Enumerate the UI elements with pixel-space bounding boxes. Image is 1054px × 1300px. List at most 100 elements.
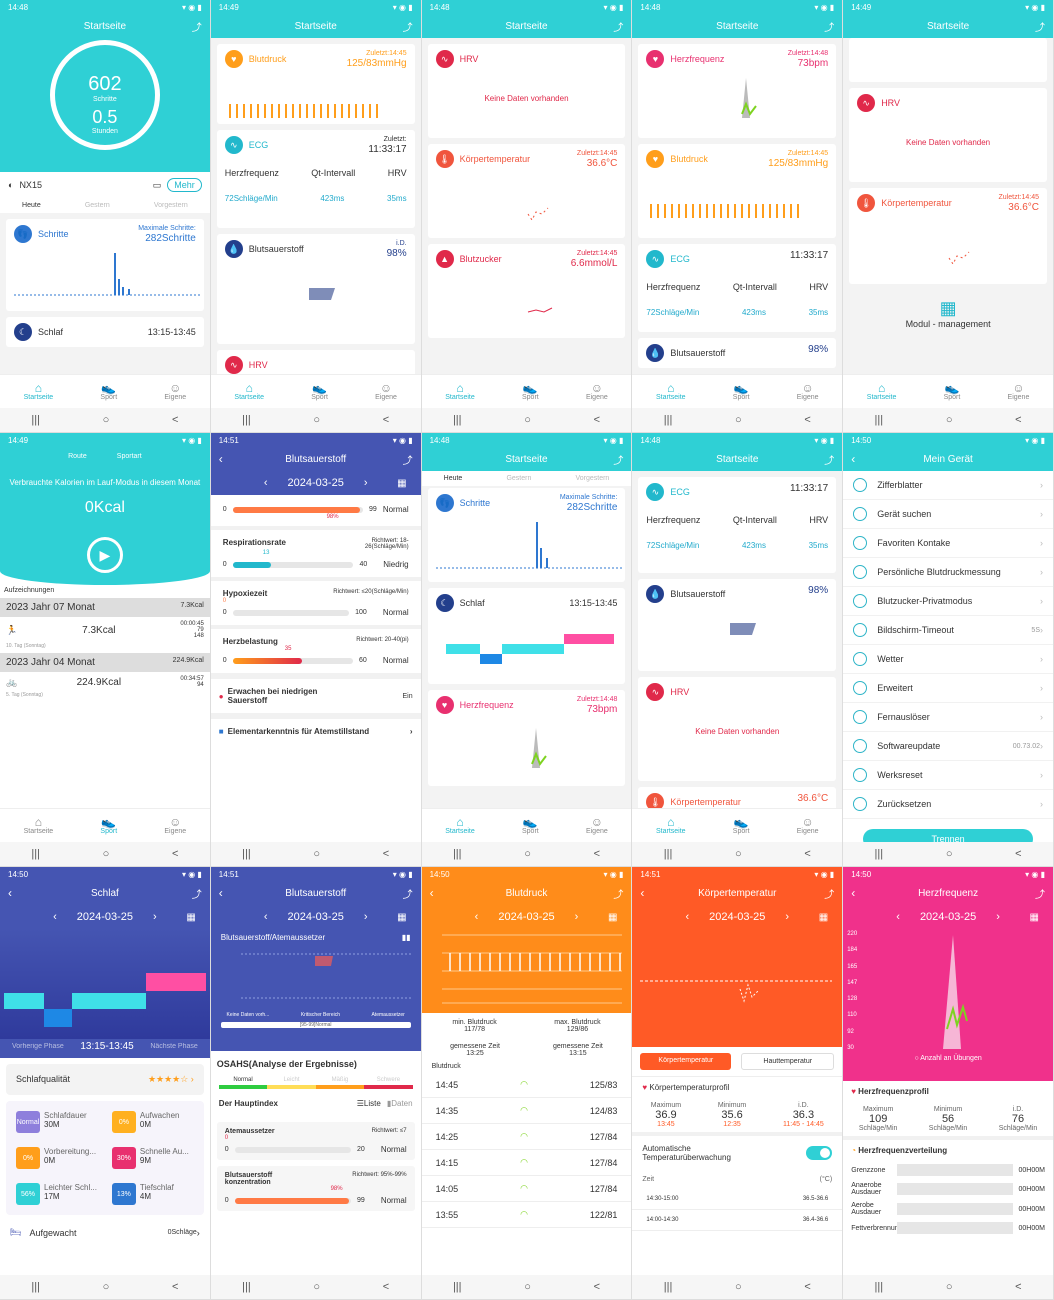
prev-day-button[interactable]: ‹ — [263, 477, 268, 489]
device-setting-item[interactable]: Blutzucker-Privatmodus › — [843, 587, 1053, 616]
spo2-card[interactable]: 💧 Blutsauerstoff i.D. 98% — [216, 234, 415, 344]
tab-own[interactable]: ☺ Eigene — [585, 381, 608, 401]
steps-card[interactable]: 👣 Schritte Maximale Schritte: 282Schritte — [427, 488, 626, 582]
recents-button[interactable]: ||| — [242, 414, 251, 426]
prev-day-button[interactable]: ‹ — [474, 911, 479, 923]
recents-button[interactable]: ||| — [242, 1281, 251, 1293]
home-button[interactable]: ○ — [945, 848, 953, 860]
tab-sport[interactable]: 👟 Sport — [522, 381, 539, 401]
tab-sporttype[interactable]: Sportart — [116, 453, 142, 460]
device-setting-item[interactable]: Zurücksetzen › — [843, 790, 1053, 819]
back-arrow-icon[interactable]: ‹ — [851, 886, 856, 900]
tab-own[interactable]: ☺ Eigene — [164, 381, 187, 401]
recents-button[interactable]: ||| — [31, 1281, 40, 1293]
module-management-button[interactable]: ▦ Modul - management — [843, 298, 1053, 329]
ecg-card[interactable]: ∿ ECG 11:33:17 Herzfrequenz Qt-Intervall HRV… — [638, 244, 837, 332]
tab-home[interactable]: ⌂ Startseite — [445, 815, 475, 835]
ecg-card[interactable]: ∿ ECG 11:33:17 Herzfrequenz Qt-Intervall HRV… — [638, 477, 837, 573]
tab-home[interactable]: ⌂ Startseite — [656, 815, 686, 835]
record-row[interactable]: 🚲 224.9Kcal 00:34:57 94 — [6, 676, 204, 688]
home-button[interactable]: ○ — [313, 1281, 321, 1293]
bp-record-row[interactable]: 14:25 ◠ 127/84 — [421, 1124, 632, 1150]
tab-home[interactable]: ⌂ Startseite — [23, 815, 54, 835]
tab-sport[interactable]: 👟 Sport — [100, 381, 118, 401]
tab-own[interactable]: ☺ Eigene — [796, 381, 819, 401]
home-button[interactable]: ○ — [945, 1281, 953, 1293]
next-day-button[interactable]: › — [574, 911, 579, 923]
calendar-icon[interactable]: ▦ — [818, 911, 829, 923]
back-button[interactable]: < — [804, 848, 811, 860]
device-setting-item[interactable]: Zifferblatter › — [843, 471, 1053, 500]
back-arrow-icon[interactable]: ‹ — [429, 886, 434, 900]
temp-card[interactable]: 🌡 Körpertemperatur Zuletzt:14:45 36.6°C — [849, 188, 1047, 284]
back-button[interactable]: < — [171, 848, 179, 860]
next-phase[interactable]: Nächste Phase — [150, 1043, 198, 1050]
next-day-button[interactable]: › — [785, 911, 790, 923]
back-button[interactable]: < — [1015, 848, 1022, 860]
share-icon[interactable]: ⤴ — [824, 455, 835, 467]
calendar-icon[interactable]: ▦ — [186, 911, 196, 923]
next-day-button[interactable]: › — [996, 911, 1000, 923]
hr-card[interactable]: ♥ Herzfrequenz Zuletzt:14:48 73bpm — [427, 690, 626, 786]
back-arrow-icon[interactable]: ‹ — [851, 452, 856, 466]
next-day-button[interactable]: › — [363, 911, 368, 923]
share-icon[interactable]: ⤴ — [191, 889, 202, 901]
tab-yesterday[interactable]: Gestern — [506, 475, 532, 482]
skin-temp-tab[interactable]: Hauttemperatur — [741, 1053, 835, 1070]
hrv-card[interactable]: ∿ HRV Keine Daten vorhanden — [849, 88, 1047, 182]
sugar-card[interactable]: ▲ Blutzucker Zuletzt:14:45 6.6mmol/L — [427, 244, 626, 338]
share-icon[interactable]: ⤴ — [402, 22, 413, 34]
hrv-card[interactable]: ∿ HRV Keine Daten vorhanden — [638, 677, 837, 781]
calendar-icon[interactable]: ▦ — [397, 911, 407, 923]
back-button[interactable]: < — [1015, 1281, 1022, 1293]
awake-row[interactable]: 🛏 Aufgewacht 0Schläge › — [10, 1227, 200, 1238]
tab-own[interactable]: ☺ Eigene — [164, 815, 187, 835]
recents-button[interactable]: ||| — [874, 1281, 884, 1293]
tab-home[interactable]: ⌂ Startseite — [234, 381, 264, 401]
home-button[interactable]: ○ — [735, 414, 742, 426]
device-setting-item[interactable]: Erweitert › — [843, 674, 1053, 703]
prev-day-button[interactable]: ‹ — [685, 911, 690, 923]
home-button[interactable]: ○ — [313, 414, 321, 426]
recents-button[interactable]: ||| — [874, 414, 884, 426]
bp-record-row[interactable]: 14:15 ◠ 127/84 — [421, 1150, 632, 1176]
auto-temp-toggle[interactable]: Automatische Temperaturüberwachung — [632, 1132, 843, 1170]
next-day-button[interactable]: › — [363, 477, 368, 489]
share-icon[interactable]: ⤴ — [191, 22, 202, 34]
body-temp-tab[interactable]: Körpertemperatur — [640, 1053, 732, 1070]
device-setting-item[interactable]: Favoriten Kontake › — [843, 529, 1053, 558]
wake-setting[interactable]: ● Erwachen bei niedrigen Sauerstoff Ein — [210, 673, 421, 713]
bar-chart-icon[interactable]: ▮▮ — [401, 933, 411, 942]
recents-button[interactable]: ||| — [452, 1281, 462, 1293]
calendar-icon[interactable]: ▦ — [1029, 911, 1039, 923]
spo2-card[interactable]: 💧 Blutsauerstoff 98% — [638, 579, 837, 671]
back-button[interactable]: < — [593, 1281, 601, 1293]
recents-button[interactable]: ||| — [663, 848, 673, 860]
share-icon[interactable]: ⤴ — [402, 889, 413, 901]
prev-phase[interactable]: Vorherige Phase — [12, 1043, 64, 1050]
prev-day-button[interactable]: ‹ — [53, 911, 57, 923]
back-arrow-icon[interactable]: ‹ — [640, 886, 645, 900]
home-button[interactable]: ○ — [735, 848, 742, 860]
spo2-card[interactable]: 💧 Blutsauerstoff 98% — [638, 338, 837, 368]
recents-button[interactable]: ||| — [242, 848, 251, 860]
recents-button[interactable]: ||| — [874, 848, 884, 860]
bp-card[interactable]: ♥ Blutdruck Zuletzt:14:45 125/83mmHg — [638, 144, 837, 238]
home-button[interactable]: ○ — [102, 1281, 110, 1293]
tab-sport[interactable]: 👟 Sport — [732, 815, 750, 835]
tab-today[interactable]: Heute — [443, 475, 463, 482]
share-icon[interactable]: ⤴ — [1034, 889, 1045, 901]
tab-own[interactable]: ☺ Eigene — [796, 815, 819, 835]
home-button[interactable]: ○ — [945, 414, 953, 426]
tab-own[interactable]: ☺ Eigene — [1007, 381, 1030, 401]
tab-daybefore[interactable]: Vorgestern — [575, 475, 610, 482]
toggle-switch[interactable] — [806, 1146, 833, 1160]
share-icon[interactable]: ⤴ — [824, 889, 835, 901]
tab-home[interactable]: ⌂ Startseite — [445, 381, 475, 401]
tab-home[interactable]: ⌂ Startseite — [23, 381, 54, 401]
next-day-button[interactable]: › — [153, 911, 157, 923]
tab-today[interactable]: Heute — [22, 202, 41, 209]
share-icon[interactable]: ⤴ — [613, 22, 624, 34]
tab-home[interactable]: ⌂ Startseite — [866, 381, 897, 401]
device-setting-item[interactable]: Persönliche Blutdruckmessung › — [843, 558, 1053, 587]
